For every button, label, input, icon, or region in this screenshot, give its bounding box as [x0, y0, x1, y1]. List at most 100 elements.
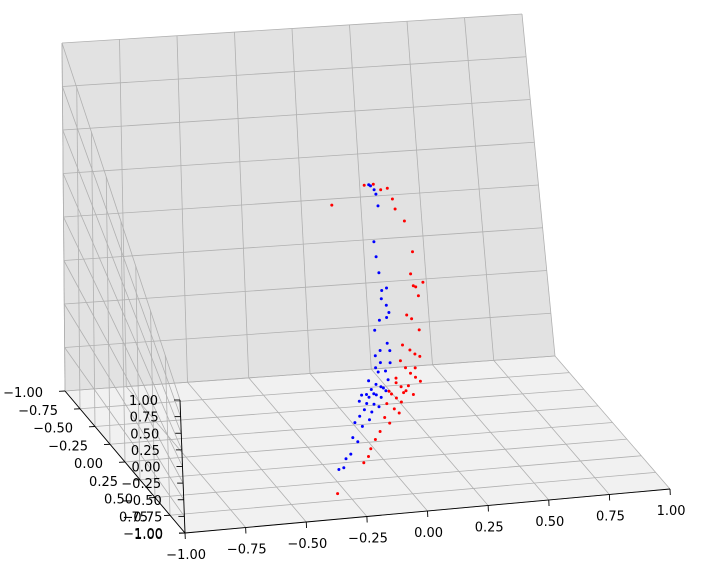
gridline-left-z [61, 86, 182, 417]
red-data-point [411, 284, 415, 288]
red-data-point [411, 393, 415, 396]
x-axis-tick-label: −0.75 [227, 543, 267, 558]
gridline-back-z [62, 99, 531, 131]
y-axis-tick-label: −1.00 [3, 386, 43, 401]
gridline-floor-x [493, 360, 610, 495]
y-axis-tick-label: −0.50 [33, 422, 73, 437]
blue-data-point [374, 255, 378, 259]
z-axis-tick-label: 0.75 [130, 411, 159, 426]
red-data-point [385, 186, 389, 190]
red-data-point [414, 285, 418, 289]
gridline-back-x [349, 24, 372, 370]
red-data-point [397, 411, 401, 415]
blue-data-point [385, 316, 389, 319]
red-data-point [379, 188, 383, 192]
tick-labels: −1.00 −0.75 −0.50 −0.25 0.00 0.25 0.50 0.75 1.00… [3, 386, 685, 563]
blue-data-point [357, 399, 361, 403]
blue-data-point [385, 341, 389, 345]
blue-data-point [351, 436, 355, 440]
blue-data-point [386, 378, 390, 382]
red-data-point [408, 348, 412, 352]
blue-data-point [374, 393, 378, 397]
y-axis-tick-label: 1.00 [134, 528, 163, 543]
red-data-point [409, 272, 413, 276]
blue-data-point [360, 393, 364, 397]
red-data-point [402, 391, 406, 395]
blue-data-point [388, 349, 392, 353]
red-data-point [385, 402, 389, 406]
y-axis-tick-label: −0.25 [48, 439, 88, 454]
x-axis-tick-label: 0.75 [596, 510, 625, 525]
red-data-point [383, 416, 387, 419]
gridline-floor-y [139, 438, 627, 481]
y-axis-tick-label: 0.25 [89, 475, 118, 490]
blue-data-point [377, 271, 381, 275]
gridline-back-x [521, 13, 556, 357]
red-data-point [387, 389, 391, 393]
x-axis-tick-label: −0.25 [348, 532, 388, 547]
z-axis-tick-label: −0.75 [123, 510, 163, 525]
blue-data-point [342, 466, 346, 470]
red-data-point [393, 207, 397, 211]
red-data-point [421, 280, 425, 284]
x-axis-tick-label: 0.00 [414, 526, 443, 541]
floor-pane [65, 356, 670, 533]
gridline-left-z [63, 216, 183, 467]
gridline-floor-y [124, 422, 613, 463]
y-axis-tick-label: −0.75 [18, 404, 58, 419]
blue-data-point [365, 393, 368, 396]
blue-data-point [367, 379, 371, 383]
blue-data-point [369, 388, 373, 391]
gridline-left-y [164, 355, 171, 516]
red-data-point [401, 343, 404, 347]
gridline-floor-y [169, 471, 656, 516]
red-data-point [411, 250, 414, 254]
gridline-floor-x [432, 364, 550, 501]
red-data-point [418, 379, 422, 383]
blue-data-point [376, 204, 380, 208]
gridline-left-z [62, 129, 182, 434]
blue-data-point [388, 361, 392, 365]
blue-data-point [337, 468, 341, 471]
red-data-point [406, 384, 410, 388]
red-data-point [404, 366, 407, 370]
gridline-back-z [62, 56, 527, 87]
z-axis-tick-label: 0.00 [132, 461, 161, 476]
blue-data-point [368, 418, 371, 422]
blue-data-point [369, 184, 372, 188]
red-data-point [371, 182, 375, 186]
red-data-point [392, 407, 396, 411]
y-axis-tick-label: 0.50 [104, 493, 133, 508]
red-data-point [388, 421, 392, 425]
blue-data-point [381, 386, 385, 390]
blue-data-point [358, 414, 362, 418]
z-axis-tick-label: −1.00 [123, 527, 163, 542]
x-axis-tick-label: −1.00 [166, 548, 206, 563]
red-data-point [414, 375, 417, 379]
red-data-point [394, 381, 398, 385]
gridline-back-x [406, 21, 433, 365]
red-data-point [336, 492, 340, 496]
y-axis-tick-label: 0.75 [119, 510, 148, 525]
red-data-point [390, 392, 393, 396]
red-data-point [362, 183, 366, 187]
gridline-left-z [61, 42, 181, 401]
blue-data-point [353, 421, 357, 425]
gridline-floor-y [154, 455, 642, 498]
red-data-point [394, 376, 398, 380]
gridline-left-y [135, 266, 141, 480]
z-axis-tick-label: 0.50 [130, 427, 159, 442]
blue-data-point [372, 188, 376, 192]
gridline-back-z [61, 13, 523, 44]
blue-data-point [377, 405, 381, 409]
x-axis-tick-label: 0.50 [535, 515, 564, 530]
y-axis-tick-label: 0.00 [74, 457, 103, 472]
blue-data-point [376, 370, 380, 374]
gridline-floor-x [554, 355, 671, 490]
red-data-point [367, 455, 370, 458]
blue-data-point [374, 366, 378, 370]
z-axis-tick-label: −0.50 [122, 494, 162, 509]
red-data-point [418, 354, 422, 358]
x-axis-tick-label: 0.25 [475, 521, 504, 536]
red-data-point [413, 352, 417, 356]
